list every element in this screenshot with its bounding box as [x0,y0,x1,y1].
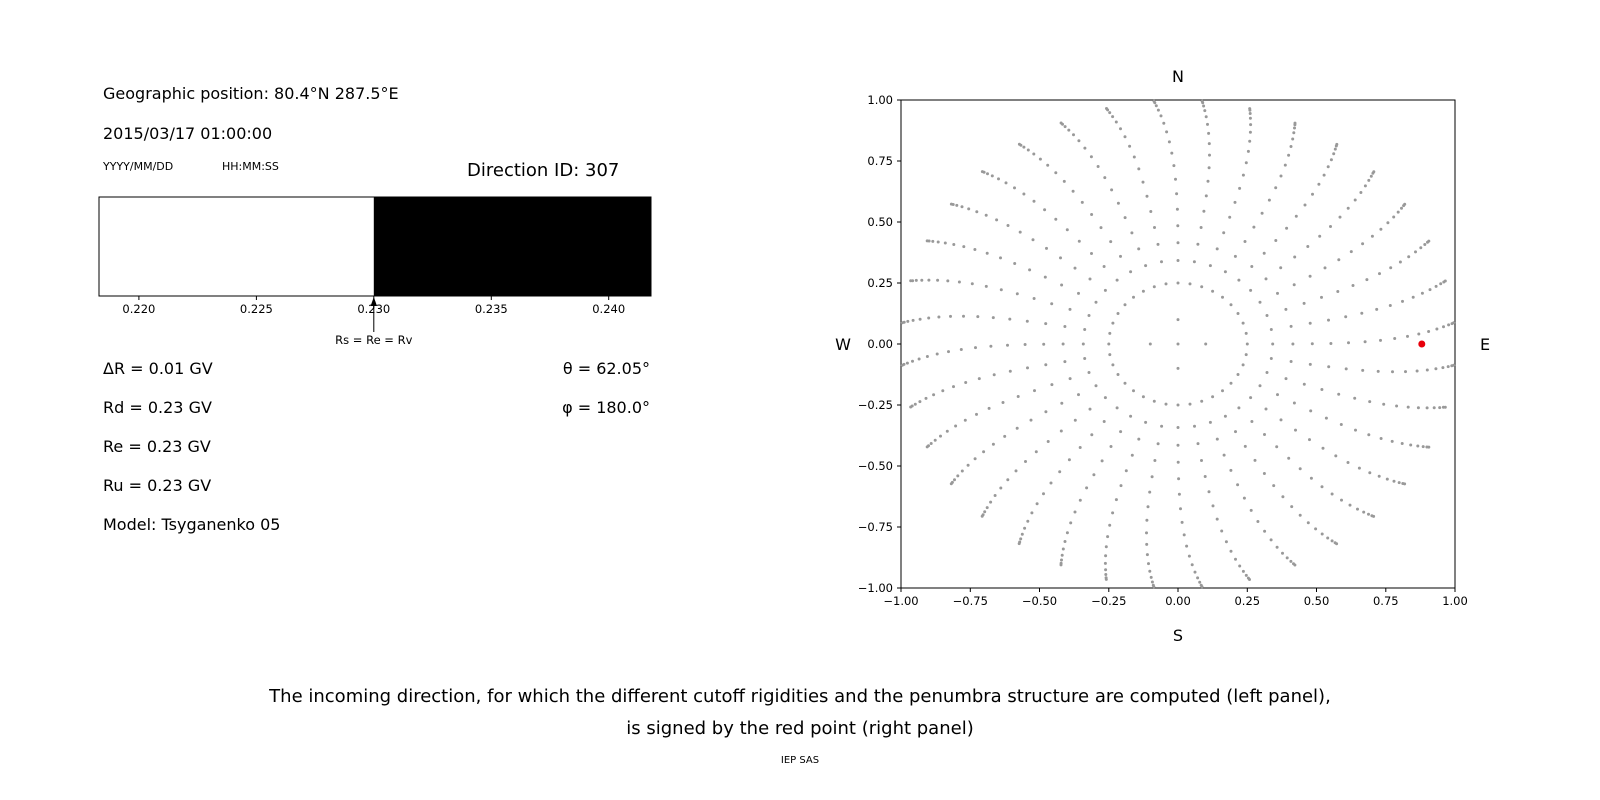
plot-y-tick-label: 0.75 [867,154,893,168]
compass-south-label: S [1173,626,1183,645]
geographic-position-label: Geographic position: 80.4°N 287.5°E [103,84,399,103]
plot-y-tick-label: −0.25 [858,398,893,412]
plot-x-tick-label: −0.75 [953,594,988,608]
selected-direction-point [1418,340,1426,348]
penumbra-region-1 [373,197,651,296]
direction-id-label: Direction ID: 307 [467,160,620,181]
penumbra-region-0 [99,197,374,296]
plot-x-tick-label: 0.00 [1165,594,1191,608]
caption-line-2: is signed by the red point (right panel) [626,718,974,739]
penumbra-x-tick-label: 0.220 [122,302,155,316]
plot-x-tick-label: −1.00 [883,594,918,608]
plot-x-tick-label: 0.50 [1304,594,1330,608]
compass-east-label: E [1480,335,1490,354]
penumbra-x-tick-label: 0.235 [475,302,508,316]
plot-x-tick-label: 0.75 [1373,594,1399,608]
direction-plot: 1.00 0.75 0.50 0.25 0.00 −0.25 −0.50 −0.75 −1.00… [820,55,1520,675]
penumbra-x-tick-label: 0.225 [240,302,273,316]
penumbra-x-tick-label: 0.240 [592,302,625,316]
caption-line-1: The incoming direction, for which the di… [269,686,1331,707]
plot-x-tick-label: −0.25 [1091,594,1126,608]
time-format-label: HH:MM:SS [222,160,279,173]
plot-x-tick-label: −0.50 [1022,594,1057,608]
direction-dots [900,99,1456,589]
penumbra-chart: 0.220 0.225 0.230 0.235 0.240 Rs = Re = Rv [80,190,680,355]
plot-x-tick-label: 1.00 [1442,594,1468,608]
plot-y-tick-label: 0.00 [867,337,893,351]
plot-y-tick-label: 1.00 [867,93,893,107]
param-rd: Rd = 0.23 GV [103,398,212,417]
marker-arrow-label: Rs = Re = Rv [335,333,412,347]
date-format-label: YYYY/MM/DD [103,160,174,173]
direction-svg: 1.00 0.75 0.50 0.25 0.00 −0.25 −0.50 −0.75 −1.00… [835,67,1490,645]
compass-west-label: W [835,335,851,354]
phi-label: φ = 180.0° [562,398,650,417]
param-model: Model: Tsyganenko 05 [103,515,281,534]
penumbra-frame [98,196,652,297]
compass-north-label: N [1172,67,1184,86]
plot-y-tick-label: 0.25 [867,276,893,290]
datetime-label: 2015/03/17 01:00:00 [103,124,273,143]
param-delta-r: ΔR = 0.01 GV [103,359,213,378]
plot-y-tick-label: −1.00 [858,581,893,595]
marker-arrow-head [370,297,377,306]
plot-x-tick-label: 0.25 [1234,594,1260,608]
theta-label: θ = 62.05° [562,359,650,378]
plot-y-tick-label: −0.50 [858,459,893,473]
plot-y-tick-label: 0.50 [867,215,893,229]
credit-label: IEP SAS [780,755,820,766]
plot-y-tick-label: −0.75 [858,520,893,534]
param-re: Re = 0.23 GV [103,437,211,456]
param-ru: Ru = 0.23 GV [103,476,212,495]
